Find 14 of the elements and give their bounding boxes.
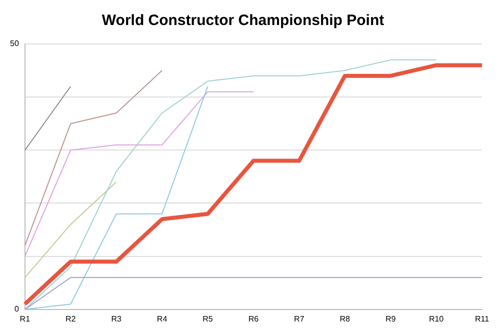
x-tick-label: R11 (474, 314, 490, 324)
x-tick-label: R10 (428, 314, 444, 324)
x-tick-label: R3 (111, 314, 122, 324)
x-tick-label: R4 (156, 314, 168, 324)
chart-title: World Constructor Championship Point (102, 12, 384, 30)
x-tick-label: R8 (340, 314, 351, 324)
x-tick-label: R5 (202, 314, 214, 324)
y-tick-label: 50 (10, 39, 20, 48)
x-tick-label: R9 (385, 314, 396, 324)
x-tick-label: R7 (294, 314, 305, 324)
y-tick-label: 0 (14, 304, 20, 314)
x-tick-label: R6 (248, 314, 260, 324)
x-tick-label: R1 (20, 314, 31, 324)
x-tick-label: R2 (65, 314, 76, 324)
